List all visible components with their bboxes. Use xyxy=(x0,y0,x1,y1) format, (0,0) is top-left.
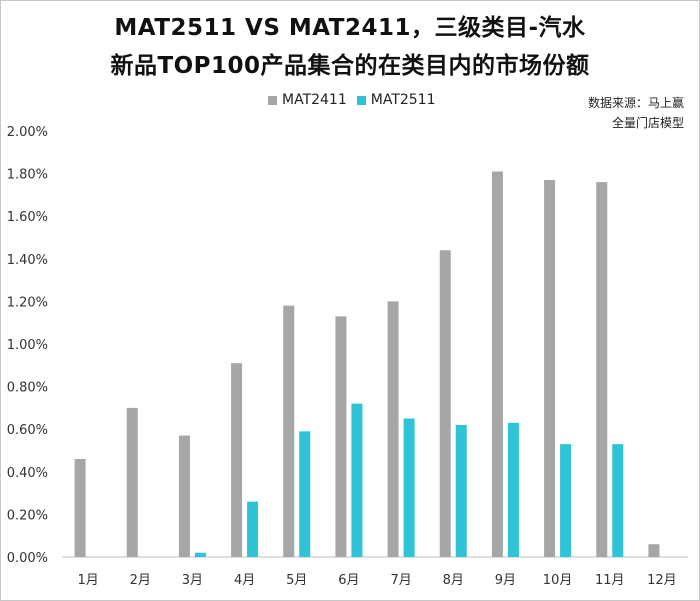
bar-mat2411-8 xyxy=(439,250,451,557)
y-tick-label: 0.00% xyxy=(7,551,48,566)
x-tick-label: 2月 xyxy=(130,573,151,588)
legend-swatch-mat2411 xyxy=(268,95,277,105)
source-line1: 数据来源：马上赢 xyxy=(587,96,684,110)
x-tick-label: 9月 xyxy=(495,573,516,588)
bar-mat2411-4 xyxy=(231,363,243,557)
data-source-note: 数据来源：马上赢 全量门店模型 xyxy=(588,93,684,133)
bar-mat2411-5 xyxy=(283,305,295,557)
y-tick-label: 2.00% xyxy=(7,125,48,140)
y-tick-label: 1.20% xyxy=(7,295,48,310)
x-tick-label: 4月 xyxy=(234,573,255,588)
x-tick-label: 3月 xyxy=(182,573,203,588)
bar-mat2411-2 xyxy=(126,407,138,557)
bar-mat2411-12 xyxy=(648,544,660,557)
x-tick-label: 11月 xyxy=(595,573,625,588)
bar-mat2411-11 xyxy=(596,182,608,557)
source-line2: 全量门店模型 xyxy=(611,116,684,130)
bar-mat2411-6 xyxy=(335,316,347,557)
bar-mat2411-7 xyxy=(387,301,399,557)
x-tick-label: 12月 xyxy=(647,573,677,588)
y-tick-label: 1.60% xyxy=(7,210,48,225)
y-tick-label: 0.60% xyxy=(7,423,48,438)
legend-label-mat2511: MAT2511 xyxy=(370,92,436,108)
bar-mat2511-6 xyxy=(351,403,363,557)
bar-mat2411-10 xyxy=(544,179,556,558)
y-tick-label: 1.00% xyxy=(7,338,48,353)
y-tick-label: 1.40% xyxy=(7,253,48,268)
chart-title-line2: 新品TOP100产品集合的在类目内的市场份额 xyxy=(110,53,590,79)
bar-mat2411-3 xyxy=(178,435,190,557)
bar-mat2411-1 xyxy=(74,459,86,557)
x-tick-label: 10月 xyxy=(543,573,573,588)
x-tick-label: 6月 xyxy=(338,573,359,588)
bar-mat2511-3 xyxy=(194,552,206,557)
bar-mat2511-11 xyxy=(612,444,624,557)
bar-mat2511-5 xyxy=(299,431,311,557)
legend-label-mat2411: MAT2411 xyxy=(282,92,347,108)
bar-mat2511-10 xyxy=(560,444,572,557)
legend-item-mat2411: MAT2411 xyxy=(268,92,347,108)
y-tick-label: 0.20% xyxy=(7,508,48,523)
y-tick-label: 1.80% xyxy=(7,168,48,183)
bar-mat2511-7 xyxy=(403,418,415,557)
x-tick-label: 8月 xyxy=(443,573,464,588)
bar-mat2511-4 xyxy=(247,501,259,557)
x-tick-label: 5月 xyxy=(286,573,307,588)
x-tick-label: 7月 xyxy=(390,573,411,588)
y-tick-label: 0.80% xyxy=(7,381,48,396)
legend-item-mat2511: MAT2511 xyxy=(356,92,436,108)
bar-mat2511-8 xyxy=(455,424,467,557)
bar-mat2511-9 xyxy=(507,422,519,557)
chart-title-line1: MAT2511 VS MAT2411，三级类目-汽水 xyxy=(114,15,586,41)
legend-swatch-mat2511 xyxy=(356,95,366,105)
bar-mat2411-9 xyxy=(491,171,503,557)
x-tick-label: 1月 xyxy=(77,573,98,588)
y-tick-label: 0.40% xyxy=(7,466,48,481)
chart-legend: MAT2411 MAT2511 xyxy=(268,92,436,108)
